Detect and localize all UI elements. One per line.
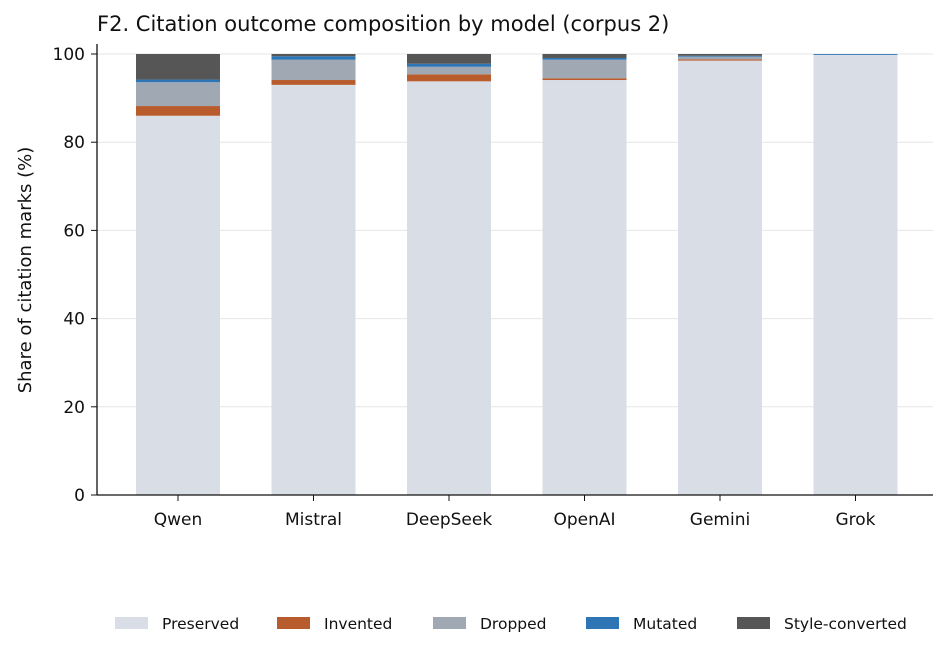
bar-segment-style-converted — [271, 54, 356, 57]
bar-segment-preserved — [136, 115, 220, 496]
y-tick-label: 0 — [74, 486, 85, 506]
bar-segment-mutated — [813, 54, 898, 55]
x-tick-label: OpenAI — [553, 510, 615, 530]
legend-label: Preserved — [162, 615, 239, 633]
y-axis-label: Share of citation marks (%) — [15, 147, 36, 394]
bar-segment-preserved — [542, 80, 627, 496]
legend-swatch-style-converted — [737, 617, 770, 629]
bar-segment-style-converted — [542, 54, 627, 58]
legend-label: Invented — [324, 615, 392, 633]
y-tick-label: 20 — [63, 398, 85, 418]
bar-segment-invented — [407, 74, 491, 82]
x-tick-label: Gemini — [690, 510, 750, 530]
x-tick-label: Grok — [835, 510, 875, 530]
legend-swatch-dropped — [433, 617, 466, 629]
bar-segment-mutated — [271, 56, 356, 60]
bar-segment-dropped — [136, 82, 220, 107]
bar-segment-dropped — [678, 56, 762, 60]
bar-segment-mutated — [678, 55, 762, 57]
bars — [136, 54, 898, 496]
bar-segment-preserved — [271, 84, 356, 496]
bar-segment-invented — [678, 59, 762, 61]
bar-segment-dropped — [542, 59, 627, 79]
legend: Preserved Invented Dropped Mutated Style-con… — [115, 615, 907, 633]
bar-segment-preserved — [678, 60, 762, 496]
bar-segment-dropped — [407, 66, 491, 75]
legend-swatch-invented — [277, 617, 310, 629]
bar-segment-mutated — [407, 63, 491, 67]
bar-segment-preserved — [407, 81, 491, 495]
legend-swatch-mutated — [586, 617, 619, 629]
legend-label: Dropped — [480, 615, 547, 633]
y-tick-label: 100 — [53, 45, 85, 65]
y-tick-label: 80 — [63, 133, 85, 153]
bar-segment-style-converted — [407, 54, 491, 64]
bar-segment-mutated — [542, 57, 627, 60]
bar-segment-style-converted — [678, 54, 762, 56]
x-tick-label: Qwen — [154, 510, 203, 530]
y-tick-label: 40 — [63, 310, 85, 330]
bar-segment-mutated — [136, 79, 220, 83]
legend-label: Mutated — [633, 615, 697, 633]
bar-segment-invented — [271, 80, 356, 85]
bar-segment-preserved — [813, 54, 898, 496]
bar-segment-style-converted — [136, 54, 220, 80]
y-tick-label: 60 — [63, 221, 85, 241]
legend-label: Style-converted — [784, 615, 907, 633]
grid — [97, 53, 933, 408]
bar-segment-invented — [136, 106, 220, 116]
bar-segment-invented — [542, 78, 627, 81]
bar-segment-dropped — [271, 59, 356, 81]
chart-title: F2. Citation outcome composition by mode… — [97, 12, 669, 36]
legend-swatch-preserved — [115, 617, 148, 629]
axes: 0 20 40 60 80 100 Qwen Mistral DeepSeek OpenAI Gem… — [53, 44, 933, 530]
x-tick-label: Mistral — [285, 510, 342, 530]
x-tick-label: DeepSeek — [406, 510, 493, 530]
